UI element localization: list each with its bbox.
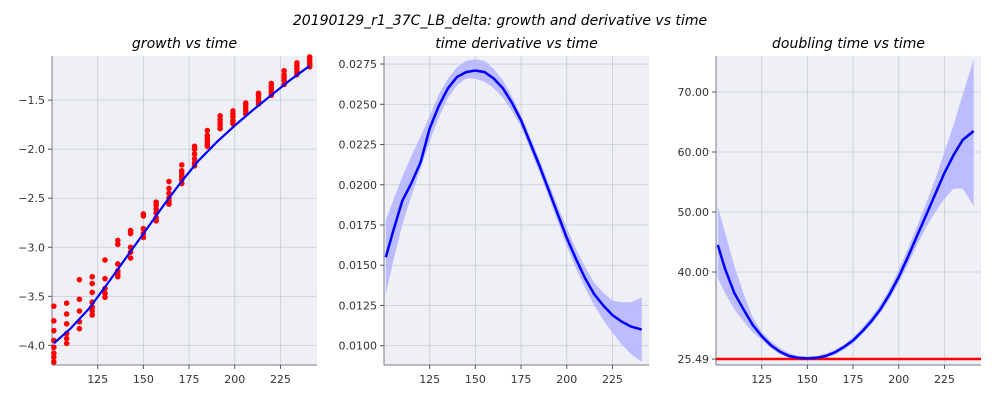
data-point [63, 340, 70, 347]
y-tick-label: −2.5 [18, 192, 45, 205]
data-point [63, 311, 70, 317]
x-tick-label: 175 [179, 373, 200, 386]
data-point [191, 156, 198, 162]
y-tick-label: 0.0200 [339, 179, 378, 192]
data-point [166, 201, 172, 207]
data-point [89, 312, 96, 318]
fit-line [53, 64, 311, 345]
data-point [102, 294, 108, 301]
data-point [89, 308, 96, 314]
data-point [191, 146, 198, 152]
chart-title: growth vs time [132, 36, 237, 52]
data-point [63, 300, 70, 307]
data-point [76, 276, 83, 283]
data-point [191, 151, 198, 157]
chart-title: time derivative vs time [435, 36, 597, 52]
data-point [281, 77, 287, 84]
data-point [114, 261, 121, 267]
data-point [102, 290, 108, 297]
data-point [153, 202, 159, 208]
data-point [230, 114, 236, 120]
x-tick-label: 200 [224, 373, 245, 386]
x-tick-label: 125 [87, 373, 108, 386]
x-tick-label: 225 [270, 373, 291, 386]
data-point [76, 325, 83, 332]
y-tick-label: 70.00 [678, 86, 710, 99]
y-tick-label: −3.0 [18, 241, 45, 254]
x-tick-label: 125 [419, 373, 440, 386]
data-point [51, 318, 57, 324]
y-tick-label: 40.00 [678, 266, 710, 279]
x-tick-label: 150 [133, 373, 154, 386]
y-tick-label: −3.5 [18, 290, 45, 303]
y-tick-label: 0.0275 [339, 58, 378, 71]
data-point [51, 350, 57, 357]
data-point [281, 67, 287, 74]
x-tick-label: 200 [556, 373, 577, 386]
data-point [217, 125, 223, 132]
data-point [89, 289, 96, 296]
y-tick-label: 0.0150 [339, 259, 378, 272]
data-point [51, 327, 57, 334]
x-tick-label: 150 [797, 373, 818, 386]
data-point [140, 213, 147, 219]
y-tick-label: 50.00 [678, 206, 710, 219]
data-point [204, 127, 211, 134]
figure-suptitle: 20190129_r1_37C_LB_delta: growth and der… [292, 13, 708, 29]
data-point [178, 162, 185, 168]
data-point [76, 296, 83, 303]
data-point [114, 241, 121, 248]
data-point [102, 275, 108, 282]
x-tick-label: 200 [888, 373, 909, 386]
data-point [63, 321, 70, 327]
data-point [51, 354, 57, 360]
data-point [127, 255, 134, 261]
data-point [204, 143, 211, 150]
data-point [89, 273, 96, 280]
y-tick-label: 0.0225 [339, 139, 378, 152]
x-tick-label: 125 [751, 373, 772, 386]
x-tick-label: 225 [602, 373, 623, 386]
y-tick-label: 0.0250 [339, 98, 378, 111]
series-line-0 [384, 69, 643, 331]
data-point [51, 344, 57, 351]
data-point [166, 185, 172, 192]
y-tick-label: 0.0100 [339, 340, 378, 353]
y-tick-label: 60.00 [678, 146, 710, 159]
series-line-0 [716, 130, 975, 360]
y-tick-label: −1.5 [18, 94, 45, 107]
data-point [114, 237, 121, 244]
data-point [114, 273, 121, 280]
x-tick-label: 175 [511, 373, 532, 386]
y-tick-label: −4.0 [18, 339, 45, 352]
data-point [127, 230, 134, 237]
data-point [153, 206, 159, 212]
chart-title: doubling time vs time [772, 36, 925, 52]
data-point [166, 178, 172, 185]
data-point [89, 280, 96, 287]
y-tick-label: 25.49 [678, 353, 710, 366]
x-tick-label: 175 [843, 373, 864, 386]
y-tick-label: 0.0175 [339, 219, 378, 232]
confidence-band-0 [385, 59, 642, 362]
x-tick-label: 225 [934, 373, 955, 386]
y-tick-label: 0.0125 [339, 299, 378, 312]
x-tick-label: 150 [465, 373, 486, 386]
data-point [217, 113, 223, 119]
y-tick-label: −2.0 [18, 143, 45, 156]
data-point [76, 308, 83, 314]
data-point [51, 303, 57, 309]
plot-area [52, 56, 317, 365]
data-point [51, 359, 57, 365]
data-point [63, 335, 70, 342]
plot-area [716, 56, 981, 365]
data-point [102, 257, 108, 263]
